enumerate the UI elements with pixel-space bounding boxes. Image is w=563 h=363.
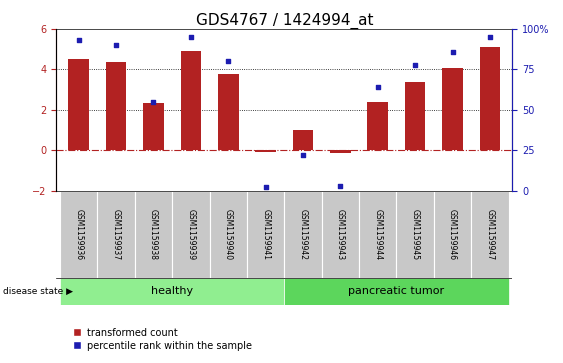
Point: [448, 49, 457, 54]
Text: disease state ▶: disease state ▶: [3, 287, 73, 296]
Bar: [330, 150, 351, 153]
Text: GSM1159939: GSM1159939: [186, 209, 195, 260]
Point: [336, 183, 345, 189]
Bar: [209, 191, 247, 278]
Text: GSM1159944: GSM1159944: [373, 209, 382, 260]
Point: [149, 99, 158, 105]
Text: GSM1159946: GSM1159946: [448, 209, 457, 260]
Bar: [284, 278, 508, 305]
Bar: [143, 103, 164, 150]
Text: GSM1159941: GSM1159941: [261, 209, 270, 260]
Point: [224, 58, 233, 64]
Bar: [69, 59, 89, 150]
Bar: [247, 191, 284, 278]
Bar: [284, 191, 321, 278]
Point: [261, 184, 270, 190]
Bar: [97, 191, 135, 278]
Text: healthy: healthy: [151, 286, 193, 296]
Bar: [443, 68, 463, 150]
Point: [111, 42, 120, 48]
Bar: [218, 74, 239, 150]
Text: GSM1159940: GSM1159940: [224, 209, 233, 260]
Bar: [293, 130, 313, 150]
Text: GSM1159937: GSM1159937: [111, 209, 120, 260]
Text: GSM1159942: GSM1159942: [298, 209, 307, 260]
Bar: [172, 191, 209, 278]
Bar: [359, 191, 396, 278]
Bar: [256, 150, 276, 152]
Bar: [181, 51, 201, 150]
Bar: [106, 62, 126, 150]
Bar: [480, 47, 500, 150]
Text: GSM1159938: GSM1159938: [149, 209, 158, 260]
Text: pancreatic tumor: pancreatic tumor: [348, 286, 445, 296]
Point: [485, 34, 494, 40]
Bar: [471, 191, 508, 278]
Text: GSM1159945: GSM1159945: [410, 209, 419, 260]
Bar: [135, 191, 172, 278]
Text: GSM1159947: GSM1159947: [485, 209, 494, 260]
Bar: [60, 278, 284, 305]
Bar: [405, 82, 426, 150]
Point: [74, 37, 83, 43]
Text: GSM1159943: GSM1159943: [336, 209, 345, 260]
Bar: [434, 191, 471, 278]
Bar: [368, 102, 388, 150]
Point: [186, 34, 195, 40]
Bar: [396, 191, 434, 278]
Bar: [321, 191, 359, 278]
Point: [410, 62, 419, 68]
Point: [298, 152, 307, 158]
Text: GSM1159936: GSM1159936: [74, 209, 83, 260]
Point: [373, 84, 382, 90]
Legend: transformed count, percentile rank within the sample: transformed count, percentile rank withi…: [73, 328, 252, 351]
Bar: [60, 191, 97, 278]
Title: GDS4767 / 1424994_at: GDS4767 / 1424994_at: [195, 13, 373, 29]
